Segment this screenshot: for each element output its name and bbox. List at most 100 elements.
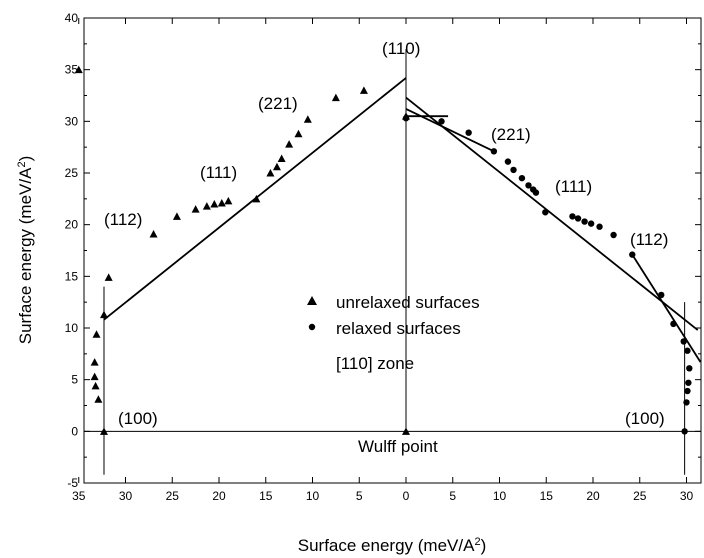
y-tick-label: 35: [65, 63, 79, 77]
x-tick-label: 5: [449, 489, 456, 503]
circle-point: [684, 387, 691, 395]
circle-point: [532, 189, 540, 196]
circle-point: [658, 291, 665, 299]
circle-point: [685, 379, 692, 386]
circle-point: [518, 174, 526, 182]
axis-ticks: [78, 17, 701, 484]
triangle-point: [303, 115, 312, 123]
triangle-point: [94, 395, 103, 403]
x-tick-label: 25: [166, 489, 180, 503]
legend-triangle-icon: [307, 296, 317, 305]
triangle-point: [224, 196, 233, 205]
tick-labels: -5 0 5 10 15 20 25 30 35 40 35 30 25 20 15 10 5 0 5 10 15 20 2…: [65, 11, 694, 503]
annotation-112-right: (112): [630, 230, 668, 249]
triangle-point: [402, 427, 410, 435]
x-tick-label: 5: [356, 489, 363, 503]
legend-label-relaxed: relaxed surfaces: [336, 319, 461, 338]
circle-point: [542, 209, 549, 216]
triangle-point: [359, 86, 368, 94]
x-tick-label: 35: [72, 489, 86, 503]
circle-point: [680, 338, 687, 345]
triangle-point: [90, 372, 99, 381]
x-tick-label: 30: [119, 489, 133, 503]
x-tick-label: 10: [306, 489, 320, 503]
annotation-221-right: (221): [491, 125, 531, 144]
legend: unrelaxed surfaces relaxed surfaces [110…: [307, 293, 480, 373]
y-tick-label: 30: [65, 114, 79, 128]
x-tick-label: 25: [633, 489, 647, 503]
y-tick-label: 20: [65, 218, 79, 232]
triangle-point: [92, 330, 101, 338]
triangle-point: [294, 129, 303, 138]
annotation-110: (110): [382, 39, 420, 58]
legend-label-unrelaxed: unrelaxed surfaces: [336, 293, 480, 312]
fit-line-4: [631, 254, 702, 363]
x-tick-label: 30: [680, 489, 694, 503]
triangle-point: [99, 427, 108, 435]
circle-point: [510, 166, 517, 174]
y-tick-label: 5: [71, 373, 78, 387]
circle-point: [670, 320, 677, 328]
circle-point: [569, 213, 576, 220]
annotation-112-left: (112): [104, 210, 142, 229]
annotation-111-right: (111): [555, 177, 592, 196]
circle-point: [684, 347, 691, 354]
circle-point: [574, 215, 582, 222]
fit-line-1: [405, 96, 699, 331]
y-tick-label: 0: [71, 424, 78, 438]
triangle-point: [90, 358, 99, 366]
data-points: [74, 65, 693, 435]
triangle-point: [191, 205, 200, 213]
circle-point: [465, 129, 472, 136]
triangle-point: [285, 140, 294, 148]
triangle-point: [104, 273, 113, 281]
x-tick-label: 0: [403, 489, 410, 503]
triangle-point: [217, 198, 226, 207]
annotation-111-left: (111): [200, 163, 237, 182]
triangle-point: [74, 65, 83, 74]
annotation-wulff-point: Wulff point: [358, 437, 438, 456]
x-tick-label: 10: [493, 489, 507, 503]
circle-point: [681, 428, 688, 435]
y-tick-label: 10: [65, 321, 79, 335]
triangle-point: [99, 310, 108, 319]
triangle-point: [149, 229, 158, 238]
circle-point: [629, 251, 636, 258]
circle-point: [686, 365, 693, 372]
circle-point: [581, 218, 588, 225]
circle-point: [504, 158, 512, 165]
y-tick-label: 40: [65, 11, 79, 25]
circle-point: [490, 148, 498, 155]
x-tick-label: 20: [212, 489, 226, 503]
x-tick-label: 20: [586, 489, 600, 503]
triangle-point: [252, 194, 261, 203]
circle-point: [683, 399, 690, 406]
y-axis-title: Surface energy (meV/A2): [16, 156, 35, 345]
triangle-point: [272, 162, 281, 171]
circle-point: [596, 223, 603, 230]
circle-point: [438, 118, 445, 125]
y-tick-label: -5: [67, 476, 78, 490]
triangle-point: [210, 200, 219, 208]
circle-point: [525, 182, 532, 189]
x-axis-title: Surface energy (meV/A2): [298, 536, 487, 555]
circle-point: [402, 115, 410, 122]
triangle-point: [202, 202, 211, 210]
circle-point: [587, 220, 595, 227]
y-tick-label: 25: [65, 166, 79, 180]
triangle-point: [91, 381, 100, 390]
legend-label-zone: [110] zone: [336, 354, 414, 373]
x-tick-label: 15: [540, 489, 554, 503]
triangle-point: [266, 169, 275, 177]
triangle-point: [277, 154, 286, 163]
x-tick-label: 15: [259, 489, 273, 503]
annotation-100-right: (100): [625, 409, 665, 428]
y-tick-label: 15: [65, 269, 79, 283]
annotation-100-left: (100): [118, 409, 158, 428]
triangle-point: [172, 212, 181, 220]
circle-point: [610, 231, 617, 239]
triangle-point: [331, 93, 340, 102]
annotation-221-left: (221): [258, 94, 298, 113]
legend-circle-icon: [308, 323, 316, 331]
